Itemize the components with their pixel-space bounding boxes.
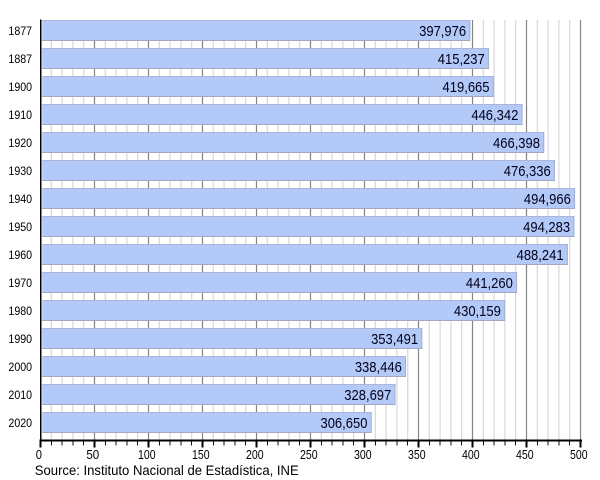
svg-text:0: 0 xyxy=(36,447,42,462)
svg-text:494,966: 494,966 xyxy=(524,191,571,208)
svg-text:397,976: 397,976 xyxy=(419,23,466,40)
svg-text:450: 450 xyxy=(516,447,534,462)
svg-text:476,336: 476,336 xyxy=(504,163,551,180)
svg-text:Source: Instituto Nacional de: Source: Instituto Nacional de Estadístic… xyxy=(35,462,299,478)
svg-text:1887: 1887 xyxy=(8,52,32,66)
svg-text:494,283: 494,283 xyxy=(523,219,570,236)
svg-text:1930: 1930 xyxy=(8,164,32,178)
svg-text:100: 100 xyxy=(138,447,156,462)
svg-text:1920: 1920 xyxy=(8,136,32,150)
svg-text:2020: 2020 xyxy=(8,416,32,430)
svg-text:1940: 1940 xyxy=(8,192,32,206)
svg-text:1980: 1980 xyxy=(8,304,32,318)
svg-text:306,650: 306,650 xyxy=(320,415,367,432)
svg-text:350: 350 xyxy=(408,447,426,462)
svg-text:250: 250 xyxy=(300,447,318,462)
svg-text:466,398: 466,398 xyxy=(493,135,540,152)
svg-text:419,665: 419,665 xyxy=(443,79,490,96)
svg-text:338,446: 338,446 xyxy=(355,359,402,376)
svg-text:446,342: 446,342 xyxy=(471,107,518,124)
svg-text:441,260: 441,260 xyxy=(466,275,513,292)
svg-text:150: 150 xyxy=(192,447,210,462)
svg-text:353,491: 353,491 xyxy=(371,331,418,348)
svg-text:1950: 1950 xyxy=(8,220,32,234)
svg-text:430,159: 430,159 xyxy=(454,303,501,320)
svg-text:200: 200 xyxy=(246,447,264,462)
svg-text:328,697: 328,697 xyxy=(344,387,391,404)
svg-text:300: 300 xyxy=(354,447,372,462)
svg-text:500: 500 xyxy=(570,447,588,462)
svg-text:415,237: 415,237 xyxy=(438,51,485,68)
svg-text:1910: 1910 xyxy=(8,108,32,122)
svg-text:1900: 1900 xyxy=(8,80,32,94)
svg-text:488,241: 488,241 xyxy=(517,247,564,264)
svg-text:2000: 2000 xyxy=(8,360,32,374)
svg-text:1970: 1970 xyxy=(8,276,32,290)
svg-text:50: 50 xyxy=(86,447,99,462)
svg-text:1990: 1990 xyxy=(8,332,32,346)
svg-text:1960: 1960 xyxy=(8,248,32,262)
svg-text:1877: 1877 xyxy=(8,24,32,38)
svg-text:400: 400 xyxy=(462,447,480,462)
svg-text:2010: 2010 xyxy=(8,388,32,402)
